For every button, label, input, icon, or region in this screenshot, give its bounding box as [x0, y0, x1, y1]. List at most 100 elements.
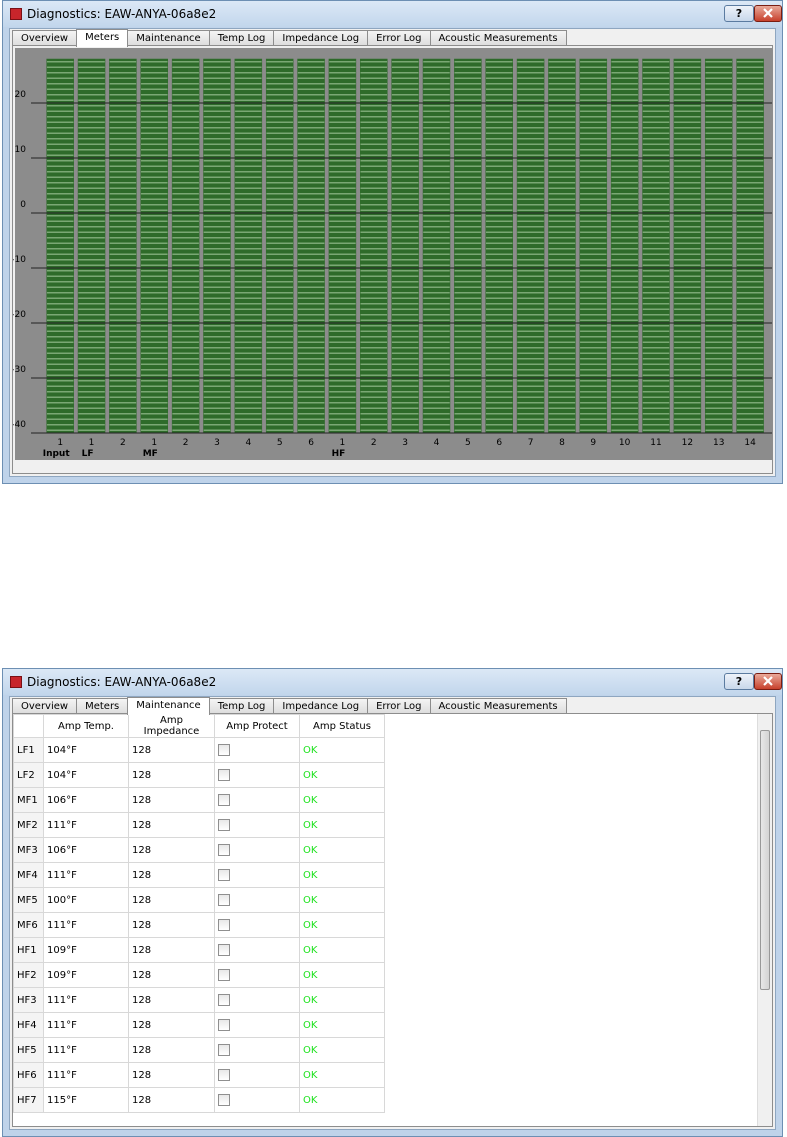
meter-bar [736, 58, 764, 434]
tab[interactable]: Error Log [367, 698, 431, 714]
checkbox[interactable] [218, 744, 230, 756]
tab[interactable]: Acoustic Measurements [429, 698, 567, 714]
protect-cell [214, 987, 300, 1013]
x-tick-label: 2 [371, 438, 377, 448]
table-row: MF2 111°F 128 OK [13, 812, 385, 838]
close-icon [763, 676, 773, 686]
row-header: HF2 [13, 962, 44, 988]
maintenance-panel: Amp Temp. Amp Impedance Amp Protect Amp Sta… [12, 713, 773, 1127]
window-title: Diagnostics: EAW-ANYA-06a8e2 [27, 675, 217, 689]
checkbox[interactable] [218, 769, 230, 781]
meter-bar [548, 58, 576, 434]
tab[interactable]: Meters [76, 29, 129, 47]
tab[interactable]: Temp Log [208, 30, 275, 46]
client-area: Overview Meters Maintenance Temp Log Impedan… [9, 28, 776, 477]
group-label: MF [143, 449, 158, 459]
tab[interactable]: Acoustic Measurements [429, 30, 567, 46]
impedance-cell: 128 [128, 737, 215, 763]
x-tick-label: 6 [496, 438, 502, 448]
row-header: HF5 [13, 1037, 44, 1063]
table-row: LF2 104°F 128 OK [13, 762, 385, 788]
checkbox[interactable] [218, 969, 230, 981]
meter-bar [234, 58, 263, 434]
tab-bar: Overview Meters Maintenance Temp Log Impedan… [12, 29, 567, 47]
protect-cell [214, 1087, 300, 1113]
protect-cell [214, 1062, 300, 1088]
checkbox[interactable] [218, 919, 230, 931]
row-header: MF6 [13, 912, 44, 938]
x-tick-label: 13 [713, 438, 724, 448]
x-tick-label: 12 [682, 438, 693, 448]
row-header: HF4 [13, 1012, 44, 1038]
tab[interactable]: Error Log [367, 30, 431, 46]
impedance-cell: 128 [128, 1012, 215, 1038]
group-label: Input [43, 449, 71, 459]
checkbox[interactable] [218, 1044, 230, 1056]
checkbox[interactable] [218, 1019, 230, 1031]
impedance-cell: 128 [128, 762, 215, 788]
tab[interactable]: Overview [12, 698, 78, 714]
impedance-cell: 128 [128, 1087, 215, 1113]
tab[interactable]: Overview [12, 30, 78, 46]
checkbox[interactable] [218, 844, 230, 856]
meter-bar [642, 58, 670, 434]
x-tick-label: 6 [308, 438, 314, 448]
protect-cell [214, 1037, 300, 1063]
close-button[interactable] [754, 673, 782, 690]
meter-bar [579, 58, 608, 434]
close-button[interactable] [754, 5, 782, 22]
status-cell: OK [299, 862, 385, 888]
tab[interactable]: Meters [76, 698, 129, 714]
tab[interactable]: Temp Log [208, 698, 275, 714]
table-row: HF7 115°F 128 OK [13, 1087, 385, 1113]
temp-cell: 111°F [43, 1012, 129, 1038]
status-cell: OK [299, 1037, 385, 1063]
tab[interactable]: Impedance Log [273, 30, 369, 46]
status-cell: OK [299, 837, 385, 863]
meter-bar [46, 58, 74, 434]
table-row: HF2 109°F 128 OK [13, 962, 385, 988]
y-tick-label: 0 [20, 200, 26, 210]
tab[interactable]: Maintenance [127, 30, 210, 46]
meter-bar [109, 58, 137, 434]
x-tick-label: 4 [434, 438, 440, 448]
checkbox[interactable] [218, 994, 230, 1006]
tab[interactable]: Maintenance [127, 697, 210, 715]
table-row: HF1 109°F 128 OK [13, 937, 385, 963]
meter-bar [391, 58, 419, 434]
table-row: MF3 106°F 128 OK [13, 837, 385, 863]
meter-bar [140, 58, 169, 434]
protect-cell [214, 912, 300, 938]
x-tick-label: 1 [151, 438, 157, 448]
amp-table: Amp Temp. Amp Impedance Amp Protect Amp Sta… [13, 714, 385, 1113]
scroll-thumb[interactable] [760, 730, 770, 990]
meters-panel: 1Input1LF21MF234561HF234567891011121314-… [12, 45, 773, 474]
help-button[interactable]: ? [724, 673, 754, 690]
tab[interactable]: Impedance Log [273, 698, 369, 714]
x-tick-label: 1 [340, 438, 346, 448]
close-icon [763, 8, 773, 18]
y-tick-label: 20 [15, 90, 27, 100]
impedance-cell: 128 [128, 937, 215, 963]
checkbox[interactable] [218, 819, 230, 831]
checkbox[interactable] [218, 794, 230, 806]
y-tick-label: -10 [13, 255, 26, 265]
x-tick-label: 3 [214, 438, 220, 448]
column-header: Amp Status [299, 714, 385, 738]
x-tick-label: 2 [120, 438, 126, 448]
status-cell: OK [299, 737, 385, 763]
scrollbar[interactable] [757, 714, 772, 1126]
meter-bar [610, 58, 639, 434]
protect-cell [214, 862, 300, 888]
checkbox[interactable] [218, 944, 230, 956]
y-tick-label: -40 [13, 420, 26, 430]
checkbox[interactable] [218, 1094, 230, 1106]
checkbox[interactable] [218, 1069, 230, 1081]
help-button[interactable]: ? [724, 5, 754, 22]
meter-bar [77, 58, 106, 434]
protect-cell [214, 762, 300, 788]
checkbox[interactable] [218, 894, 230, 906]
temp-cell: 111°F [43, 1037, 129, 1063]
checkbox[interactable] [218, 869, 230, 881]
